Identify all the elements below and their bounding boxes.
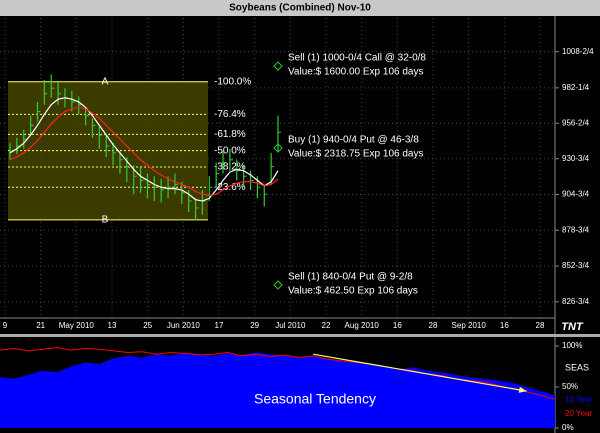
- panel-title: Seasonal Tendency: [254, 391, 376, 407]
- y-tick-label: 930-3/4: [562, 154, 590, 163]
- x-tick-label: 25: [143, 321, 152, 330]
- x-tick-label: Jul 2010: [275, 321, 306, 330]
- panel-divider: [0, 334, 600, 337]
- x-tick-label: Sep 2010: [452, 321, 487, 330]
- chart-title: Soybeans (Combined) Nov-10: [229, 3, 371, 14]
- x-tick-label: 9: [3, 321, 8, 330]
- y-tick-label: 100%: [562, 341, 582, 350]
- x-tick-label: 22: [322, 321, 331, 330]
- x-tick-label: 28: [429, 321, 438, 330]
- fib-label: -76.4%: [214, 109, 246, 120]
- x-tick-label: 16: [500, 321, 509, 330]
- fib-anchor: B: [102, 215, 109, 226]
- y-tick-label: 956-2/4: [562, 118, 590, 127]
- fib-label: -23.6%: [214, 182, 246, 193]
- moving-average: [9, 106, 279, 197]
- trade-text: Sell (1) 840-0/4 Put @ 9-2/8: [288, 272, 413, 283]
- x-tick-label: 13: [108, 321, 117, 330]
- y-tick-label: 852-3/4: [562, 261, 590, 270]
- legend-entry: 10 Year: [565, 395, 592, 404]
- trade-marker: [273, 143, 283, 153]
- y-tick-label: 904-3/4: [562, 190, 590, 199]
- trade-text: Buy (1) 940-0/4 Put @ 46-3/8: [288, 135, 419, 146]
- x-tick-label: Aug 2010: [345, 321, 380, 330]
- legend-entry: 20 Year: [565, 409, 592, 418]
- x-tick-label: 21: [36, 321, 45, 330]
- title-bar: [0, 0, 600, 16]
- x-tick-label: Jun 2010: [167, 321, 200, 330]
- trade-marker: [273, 280, 283, 290]
- y-tick-label: 1008-2/4: [562, 47, 594, 56]
- y-tick-label: 878-3/4: [562, 225, 590, 234]
- x-tick-label: 16: [393, 321, 402, 330]
- trade-text: Value:$ 462.50 Exp 106 days: [288, 286, 418, 297]
- x-tick-label: 29: [250, 321, 259, 330]
- trend-arrow: [518, 386, 527, 393]
- x-tick-label: May 2010: [59, 321, 95, 330]
- y-tick-label: 0%: [562, 423, 574, 432]
- y-tick-label: 50%: [562, 382, 578, 391]
- y-tick-label: 826-3/4: [562, 297, 590, 306]
- x-tick-label: 28: [536, 321, 545, 330]
- moving-average: [9, 97, 279, 202]
- trade-text: Value:$ 1600.00 Exp 106 days: [288, 67, 423, 78]
- trade-text: Sell (1) 1000-0/4 Call @ 32-0/8: [288, 53, 426, 64]
- trade-text: Value:$ 2318.75 Exp 106 days: [288, 149, 423, 160]
- logo: TNT: [561, 321, 584, 333]
- fib-label: -100.0%: [214, 76, 251, 87]
- panel-label: SEAS: [565, 362, 589, 372]
- x-tick-label: 17: [215, 321, 224, 330]
- trade-marker: [273, 61, 283, 71]
- trend-line: [312, 353, 527, 392]
- fib-label: -61.8%: [214, 129, 246, 140]
- y-tick-label: 982-1/4: [562, 83, 590, 92]
